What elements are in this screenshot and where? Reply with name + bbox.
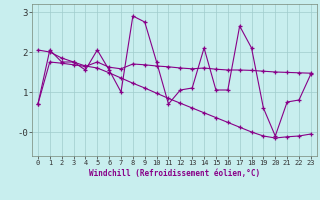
X-axis label: Windchill (Refroidissement éolien,°C): Windchill (Refroidissement éolien,°C) bbox=[89, 169, 260, 178]
